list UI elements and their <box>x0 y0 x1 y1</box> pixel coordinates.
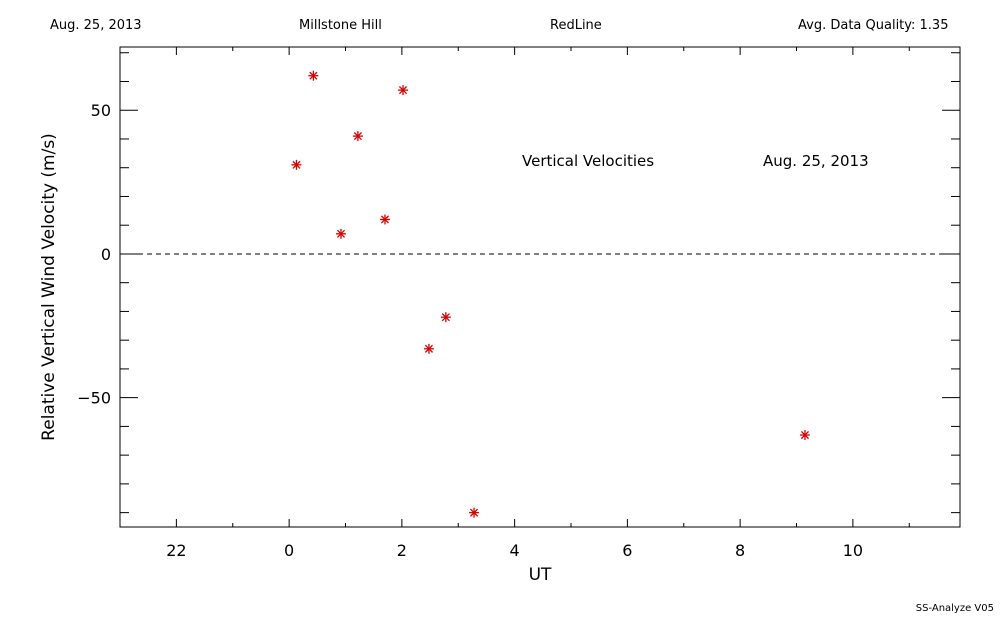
x-axis-label: UT <box>529 565 552 585</box>
y-axis: 50 0 −50 <box>77 52 960 514</box>
x-tick-label: 22 <box>166 541 186 560</box>
x-tick-label: 6 <box>622 541 632 560</box>
y-tick-label: −50 <box>77 389 111 408</box>
data-point <box>352 131 363 142</box>
data-point <box>379 214 390 225</box>
data-point <box>423 343 434 354</box>
data-point <box>440 312 451 323</box>
header-quality: Avg. Data Quality: 1.35 <box>798 18 949 33</box>
header-site: Millstone Hill <box>299 18 382 33</box>
data-series <box>291 70 810 518</box>
data-point <box>335 228 346 239</box>
x-tick-label: 8 <box>735 541 745 560</box>
x-tick-label: 10 <box>843 541 863 560</box>
chart-date-annotation: Aug. 25, 2013 <box>763 152 869 170</box>
data-point <box>469 507 480 518</box>
x-tick-label: 2 <box>397 541 407 560</box>
y-tick-label: 0 <box>101 245 111 264</box>
data-point <box>308 70 319 81</box>
plot-frame <box>119 46 961 528</box>
chart-title: Vertical Velocities <box>522 152 654 170</box>
y-tick-label: 50 <box>91 101 111 120</box>
x-tick-label: 4 <box>510 541 520 560</box>
software-version: SS-Analyze V05 <box>915 603 994 614</box>
data-point <box>398 85 409 96</box>
x-tick-label: 0 <box>284 541 294 560</box>
x-axis: 22 0 2 4 6 8 10 <box>119 47 910 560</box>
header-date: Aug. 25, 2013 <box>50 18 142 33</box>
data-point <box>291 159 302 170</box>
header-line: RedLine <box>550 18 602 33</box>
data-point <box>799 430 810 441</box>
y-axis-label: Relative Vertical Wind Velocity (m/s) <box>39 133 59 441</box>
